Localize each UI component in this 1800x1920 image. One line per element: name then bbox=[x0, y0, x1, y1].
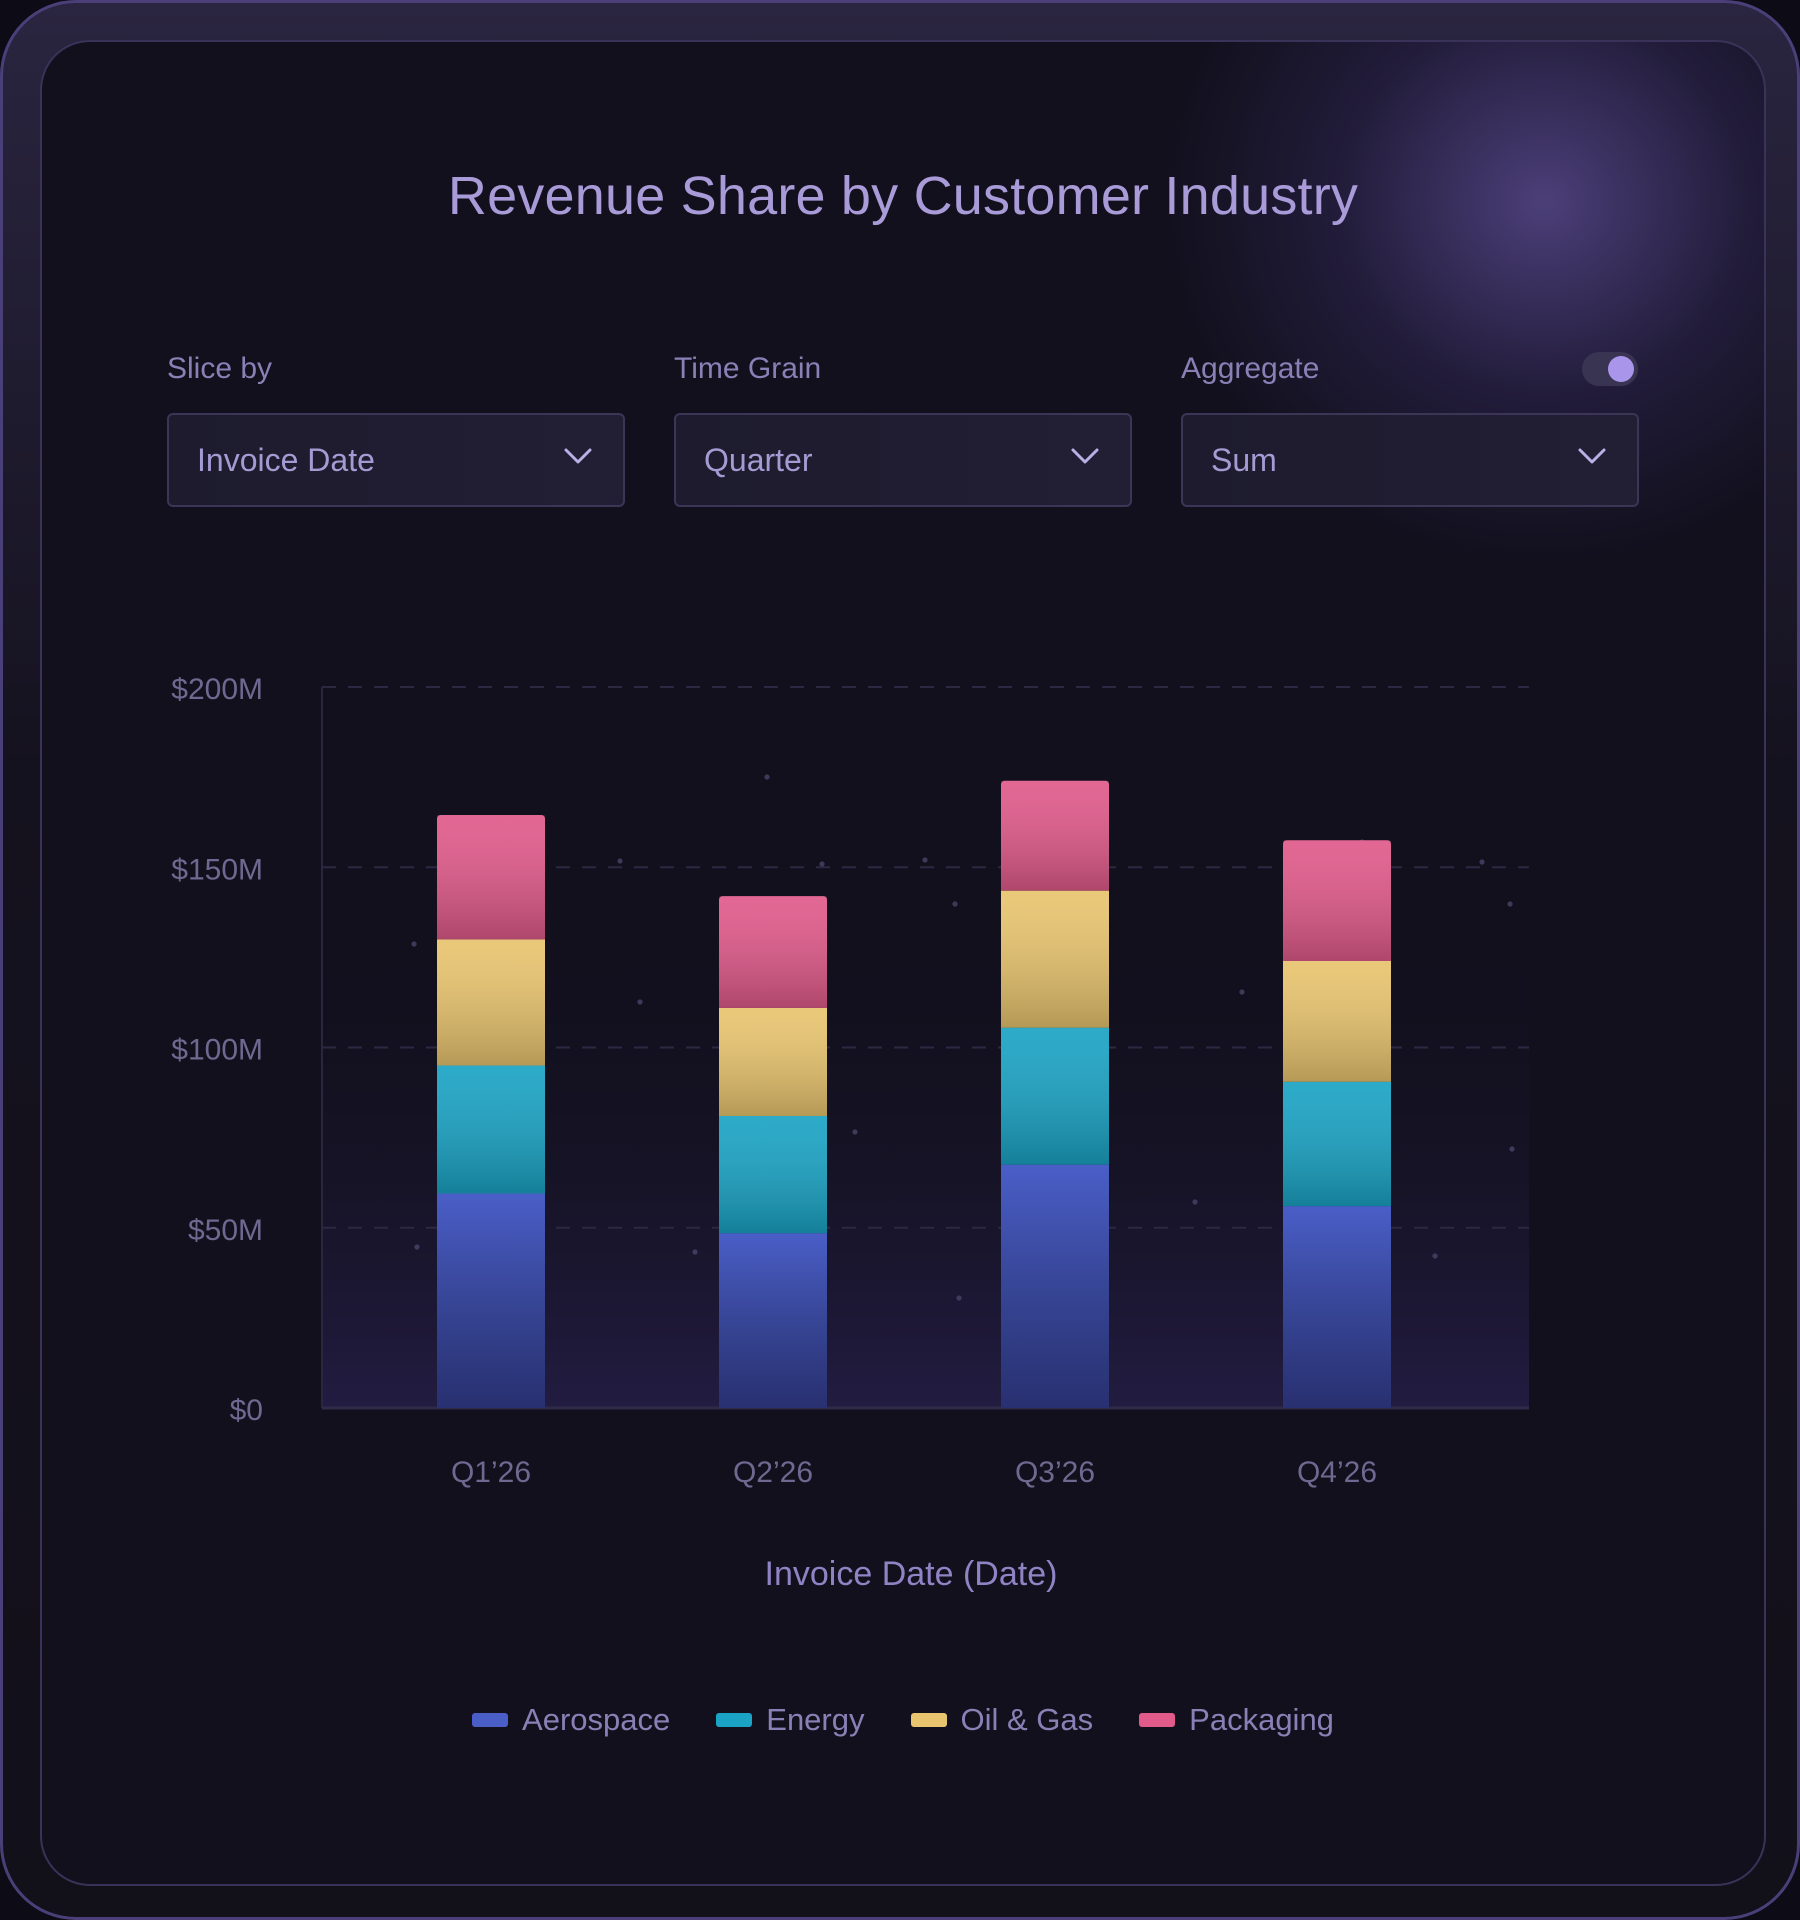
time-grain-select[interactable]: Quarter bbox=[674, 413, 1132, 507]
y-tick-labels: $0 $50M $100M $150M $200M bbox=[171, 673, 263, 1427]
bar-segment-energy[interactable] bbox=[719, 1115, 827, 1234]
bar-segment-packaging[interactable] bbox=[437, 814, 545, 940]
background-dot bbox=[956, 1295, 962, 1301]
chevron-down-icon bbox=[1578, 448, 1606, 464]
background-dot bbox=[952, 901, 958, 907]
legend-label: Energy bbox=[766, 1702, 865, 1737]
gridlines bbox=[322, 686, 1529, 1229]
x-tick-label: Q1’26 bbox=[451, 1456, 531, 1489]
legend-label: Packaging bbox=[1189, 1702, 1334, 1737]
y-tick-label: $50M bbox=[188, 1214, 263, 1247]
legend-label: Oil & Gas bbox=[960, 1702, 1094, 1737]
legend-swatch bbox=[910, 1713, 947, 1727]
background-dot bbox=[1507, 901, 1513, 907]
bar-segment-energy[interactable] bbox=[1001, 1027, 1109, 1165]
chart-card: Revenue Share by Customer Industry Slice… bbox=[40, 40, 1766, 1886]
bar-segment-energy[interactable] bbox=[1283, 1081, 1391, 1207]
aggregate-select[interactable]: Sum bbox=[1181, 413, 1639, 507]
background-dot bbox=[1509, 1146, 1515, 1152]
background-dot bbox=[617, 858, 623, 864]
legend-item-aerospace[interactable]: Aerospace bbox=[472, 1702, 670, 1738]
time-grain-value: Quarter bbox=[704, 442, 813, 478]
y-tick-label: $150M bbox=[171, 853, 263, 886]
background-dot bbox=[1479, 859, 1485, 865]
legend-swatch bbox=[472, 1713, 509, 1727]
bar-segment-oil_gas[interactable] bbox=[1001, 890, 1109, 1028]
background-dot bbox=[764, 774, 770, 780]
chart-legend: Aerospace Energy Oil & Gas Packaging bbox=[42, 1702, 1764, 1738]
bar-segment-packaging[interactable] bbox=[719, 896, 827, 1008]
background-dot bbox=[411, 941, 417, 947]
bar-segment-aerospace[interactable] bbox=[719, 1233, 827, 1408]
background-dot bbox=[819, 861, 825, 867]
x-tick-label: Q4’26 bbox=[1297, 1456, 1377, 1489]
bar-segment-energy[interactable] bbox=[437, 1065, 545, 1194]
y-tick-label: $200M bbox=[171, 673, 263, 706]
chevron-down-icon bbox=[1071, 448, 1099, 464]
aggregate-toggle[interactable] bbox=[1582, 352, 1638, 386]
bar-segment-oil_gas[interactable] bbox=[719, 1007, 827, 1116]
bar-segment-aerospace[interactable] bbox=[1283, 1206, 1391, 1408]
x-tick-label: Q2’26 bbox=[733, 1456, 813, 1489]
x-tick-label: Q3’26 bbox=[1015, 1456, 1095, 1489]
background-dot bbox=[1239, 989, 1245, 995]
background-dot bbox=[1432, 1253, 1438, 1259]
legend-item-packaging[interactable]: Packaging bbox=[1139, 1702, 1334, 1738]
slice-by-label: Slice by bbox=[167, 352, 273, 385]
toggle-knob bbox=[1608, 356, 1634, 382]
background-dot bbox=[414, 1244, 420, 1250]
legend-item-energy[interactable]: Energy bbox=[716, 1702, 865, 1738]
slice-by-select[interactable]: Invoice Date bbox=[167, 413, 625, 507]
stacked-bar-chart: $0 $50M $100M $150M $200M Q1’26 Q2’26 Q3’26 Q4’… bbox=[171, 673, 1529, 1593]
chart-title: Revenue Share by Customer Industry bbox=[447, 166, 1359, 226]
legend-swatch bbox=[1139, 1713, 1176, 1727]
x-axis-title: Invoice Date (Date) bbox=[765, 1555, 1058, 1593]
bar-segment-oil_gas[interactable] bbox=[437, 939, 545, 1066]
slice-by-value: Invoice Date bbox=[197, 442, 375, 478]
bar-segment-aerospace[interactable] bbox=[437, 1193, 545, 1408]
aggregate-label: Aggregate bbox=[1181, 352, 1320, 385]
bar-segment-oil_gas[interactable] bbox=[1283, 960, 1391, 1082]
background-dot bbox=[922, 857, 928, 863]
background-dot bbox=[1192, 1199, 1198, 1205]
background-dot bbox=[692, 1249, 698, 1255]
bar-segment-packaging[interactable] bbox=[1283, 840, 1391, 961]
legend-label: Aerospace bbox=[522, 1702, 671, 1737]
background-dot bbox=[852, 1129, 858, 1135]
bar-segment-aerospace[interactable] bbox=[1001, 1164, 1109, 1408]
y-tick-label: $0 bbox=[230, 1394, 263, 1427]
background-dot bbox=[637, 999, 643, 1005]
aggregate-value: Sum bbox=[1211, 442, 1277, 478]
legend-swatch bbox=[716, 1713, 753, 1727]
chevron-down-icon bbox=[564, 448, 592, 464]
time-grain-label: Time Grain bbox=[674, 352, 822, 385]
x-tick-labels: Q1’26 Q2’26 Q3’26 Q4’26 bbox=[451, 1456, 1377, 1489]
bar-segment-packaging[interactable] bbox=[1001, 780, 1109, 891]
legend-item-oil_gas[interactable]: Oil & Gas bbox=[910, 1702, 1094, 1738]
y-tick-label: $100M bbox=[171, 1034, 263, 1067]
